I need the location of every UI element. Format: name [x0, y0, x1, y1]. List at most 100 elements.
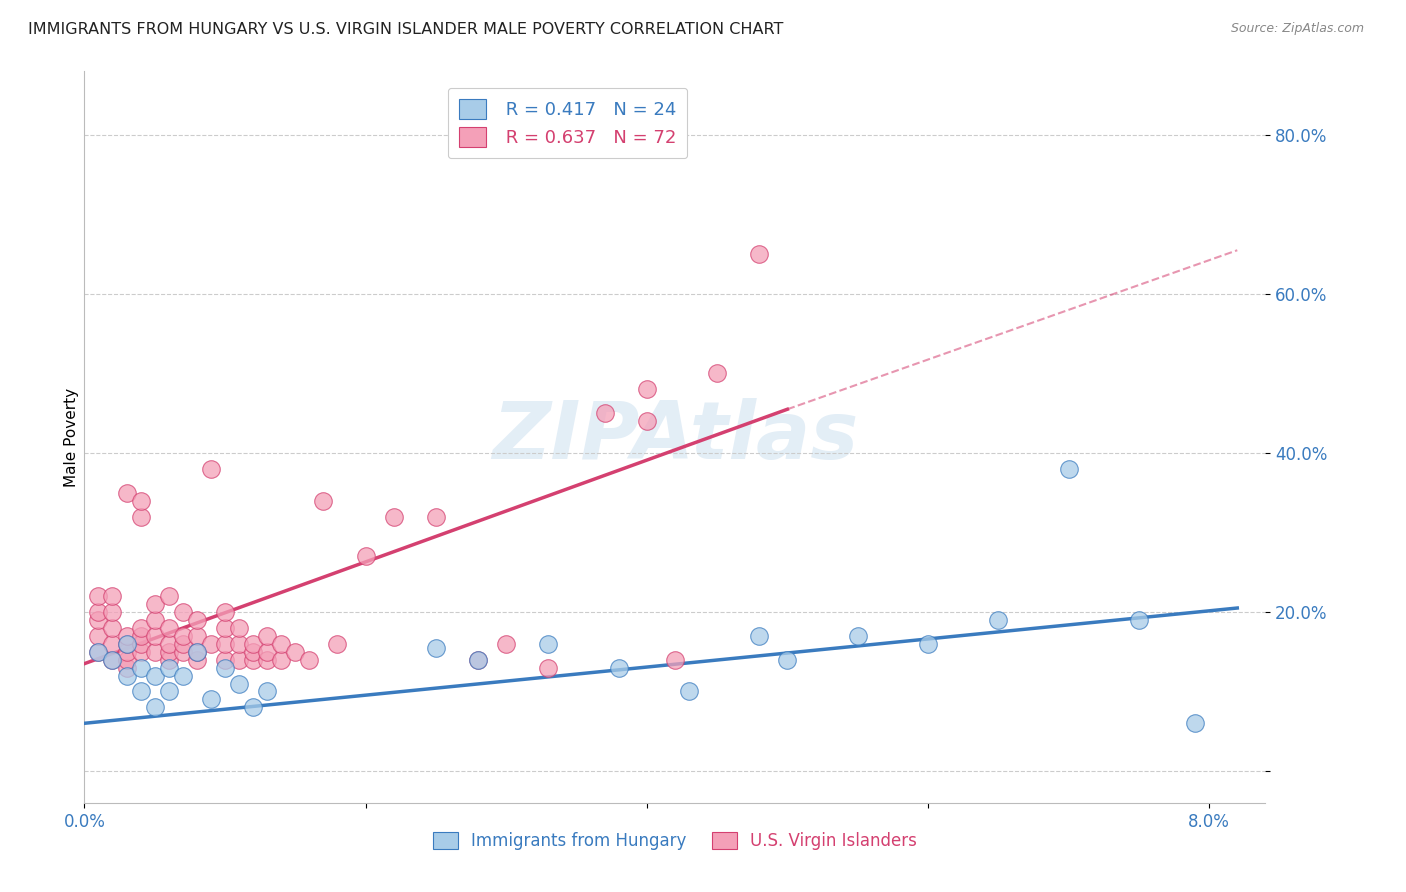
Point	[143, 597, 166, 611]
Point	[636, 383, 658, 397]
Text: ZIPAtlas: ZIPAtlas	[492, 398, 858, 476]
Point	[382, 509, 405, 524]
Point	[101, 653, 124, 667]
Point	[129, 629, 152, 643]
Point	[186, 645, 208, 659]
Point	[115, 637, 138, 651]
Point	[172, 668, 194, 682]
Point	[214, 653, 236, 667]
Point	[157, 589, 180, 603]
Point	[270, 637, 292, 651]
Point	[846, 629, 869, 643]
Point	[537, 637, 560, 651]
Point	[228, 653, 250, 667]
Text: Source: ZipAtlas.com: Source: ZipAtlas.com	[1230, 22, 1364, 36]
Point	[115, 629, 138, 643]
Point	[214, 621, 236, 635]
Point	[143, 668, 166, 682]
Point	[537, 660, 560, 674]
Point	[172, 605, 194, 619]
Point	[186, 645, 208, 659]
Point	[157, 653, 180, 667]
Point	[593, 406, 616, 420]
Point	[214, 637, 236, 651]
Point	[214, 660, 236, 674]
Point	[354, 549, 377, 564]
Point	[115, 660, 138, 674]
Point	[129, 645, 152, 659]
Point	[115, 645, 138, 659]
Point	[228, 676, 250, 690]
Point	[87, 613, 110, 627]
Point	[326, 637, 349, 651]
Point	[917, 637, 939, 651]
Point	[748, 247, 770, 261]
Legend: Immigrants from Hungary, U.S. Virgin Islanders: Immigrants from Hungary, U.S. Virgin Isl…	[426, 825, 924, 856]
Point	[256, 629, 278, 643]
Point	[101, 653, 124, 667]
Point	[467, 653, 489, 667]
Point	[115, 637, 138, 651]
Point	[242, 700, 264, 714]
Text: IMMIGRANTS FROM HUNGARY VS U.S. VIRGIN ISLANDER MALE POVERTY CORRELATION CHART: IMMIGRANTS FROM HUNGARY VS U.S. VIRGIN I…	[28, 22, 783, 37]
Point	[115, 668, 138, 682]
Point	[748, 629, 770, 643]
Point	[186, 629, 208, 643]
Point	[172, 637, 194, 651]
Point	[706, 367, 728, 381]
Point	[87, 645, 110, 659]
Point	[101, 621, 124, 635]
Point	[214, 605, 236, 619]
Point	[115, 653, 138, 667]
Point	[157, 637, 180, 651]
Point	[101, 637, 124, 651]
Point	[776, 653, 799, 667]
Point	[636, 414, 658, 428]
Point	[200, 692, 222, 706]
Point	[312, 493, 335, 508]
Point	[270, 653, 292, 667]
Point	[101, 605, 124, 619]
Point	[87, 645, 110, 659]
Point	[678, 684, 700, 698]
Point	[664, 653, 686, 667]
Point	[129, 637, 152, 651]
Point	[425, 509, 447, 524]
Point	[157, 645, 180, 659]
Point	[1128, 613, 1150, 627]
Point	[87, 589, 110, 603]
Point	[157, 660, 180, 674]
Point	[256, 684, 278, 698]
Point	[200, 637, 222, 651]
Point	[200, 462, 222, 476]
Point	[87, 629, 110, 643]
Point	[242, 637, 264, 651]
Point	[242, 653, 264, 667]
Point	[256, 645, 278, 659]
Point	[467, 653, 489, 667]
Y-axis label: Male Poverty: Male Poverty	[63, 387, 79, 487]
Point	[172, 629, 194, 643]
Point	[186, 653, 208, 667]
Point	[101, 589, 124, 603]
Point	[1057, 462, 1080, 476]
Point	[157, 621, 180, 635]
Point	[129, 684, 152, 698]
Point	[172, 645, 194, 659]
Point	[115, 485, 138, 500]
Point	[425, 640, 447, 655]
Point	[87, 605, 110, 619]
Point	[1184, 716, 1206, 731]
Point	[143, 613, 166, 627]
Point	[143, 700, 166, 714]
Point	[242, 645, 264, 659]
Point	[157, 684, 180, 698]
Point	[186, 613, 208, 627]
Point	[228, 621, 250, 635]
Point	[143, 629, 166, 643]
Point	[256, 653, 278, 667]
Point	[143, 645, 166, 659]
Point	[987, 613, 1010, 627]
Point	[129, 509, 152, 524]
Point	[284, 645, 307, 659]
